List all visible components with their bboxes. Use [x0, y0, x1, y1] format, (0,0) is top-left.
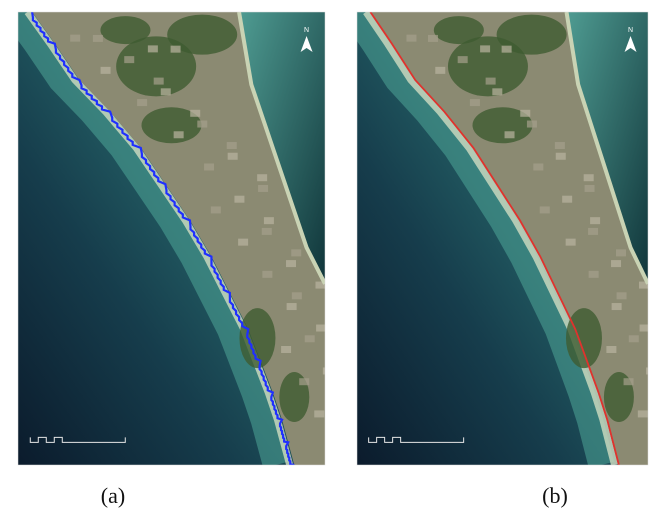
- urban-block: [584, 174, 594, 181]
- urban-block: [204, 163, 214, 170]
- urban-block: [291, 249, 301, 256]
- map-panel: N: [353, 0, 656, 510]
- urban-block: [257, 174, 267, 181]
- urban-block: [292, 292, 302, 299]
- urban-block: [154, 78, 164, 85]
- urban-block: [406, 35, 416, 42]
- urban-block: [197, 121, 207, 128]
- urban-block: [171, 46, 181, 53]
- map-image: N: [14, 0, 384, 510]
- north-label: N: [304, 27, 309, 34]
- vegetation: [100, 16, 150, 44]
- urban-block: [262, 271, 272, 278]
- figure: (a) (b) N N: [0, 0, 656, 515]
- urban-block: [458, 56, 468, 63]
- urban-block: [334, 357, 344, 364]
- urban-block: [555, 142, 565, 149]
- urban-block: [646, 367, 656, 374]
- urban-block: [611, 260, 621, 267]
- urban-block: [314, 410, 324, 417]
- urban-block: [211, 206, 221, 213]
- urban-block: [624, 378, 634, 385]
- urban-block: [137, 99, 147, 106]
- vegetation: [434, 16, 484, 44]
- urban-block: [228, 153, 238, 160]
- urban-block: [238, 239, 248, 246]
- urban-block: [93, 35, 103, 42]
- urban-block: [480, 45, 490, 52]
- urban-block: [470, 99, 480, 106]
- urban-block: [612, 303, 622, 310]
- urban-block: [101, 67, 111, 74]
- urban-block: [533, 163, 543, 170]
- urban-block: [70, 35, 80, 42]
- urban-block: [520, 110, 530, 117]
- north-label: N: [628, 27, 633, 34]
- urban-block: [305, 335, 315, 342]
- urban-block: [606, 346, 616, 353]
- urban-block: [590, 217, 600, 224]
- urban-block: [174, 131, 184, 138]
- urban-block: [505, 131, 515, 138]
- urban-block: [148, 45, 158, 52]
- map-panel: N: [14, 0, 384, 510]
- urban-block: [190, 110, 200, 117]
- urban-block: [340, 314, 350, 321]
- urban-block: [435, 67, 445, 74]
- map-image: N: [353, 0, 656, 510]
- page: (a) (b) NN (() => { const data = JSON.pa…: [0, 0, 656, 515]
- urban-block: [281, 346, 291, 353]
- urban-block: [323, 367, 333, 374]
- urban-block: [124, 56, 134, 63]
- urban-block: [566, 239, 576, 246]
- urban-block: [286, 260, 296, 267]
- urban-block: [562, 196, 572, 203]
- urban-block: [527, 121, 537, 128]
- vegetation: [566, 308, 602, 368]
- urban-block: [588, 228, 598, 235]
- urban-block: [264, 217, 274, 224]
- urban-block: [556, 153, 566, 160]
- urban-block: [227, 142, 237, 149]
- urban-block: [585, 185, 595, 192]
- urban-block: [540, 206, 550, 213]
- urban-block: [428, 35, 438, 42]
- urban-block: [492, 88, 502, 95]
- urban-block: [589, 271, 599, 278]
- urban-block: [299, 378, 309, 385]
- urban-block: [316, 325, 326, 332]
- urban-block: [629, 335, 639, 342]
- urban-block: [258, 185, 268, 192]
- urban-block: [617, 292, 627, 299]
- urban-block: [287, 303, 297, 310]
- urban-block: [638, 410, 648, 417]
- urban-block: [161, 88, 171, 95]
- urban-block: [234, 196, 244, 203]
- urban-block: [338, 400, 348, 407]
- caption: (b): [542, 483, 568, 508]
- urban-block: [616, 249, 626, 256]
- caption: (a): [101, 483, 125, 508]
- urban-block: [502, 46, 512, 53]
- urban-block: [486, 78, 496, 85]
- urban-block: [262, 228, 272, 235]
